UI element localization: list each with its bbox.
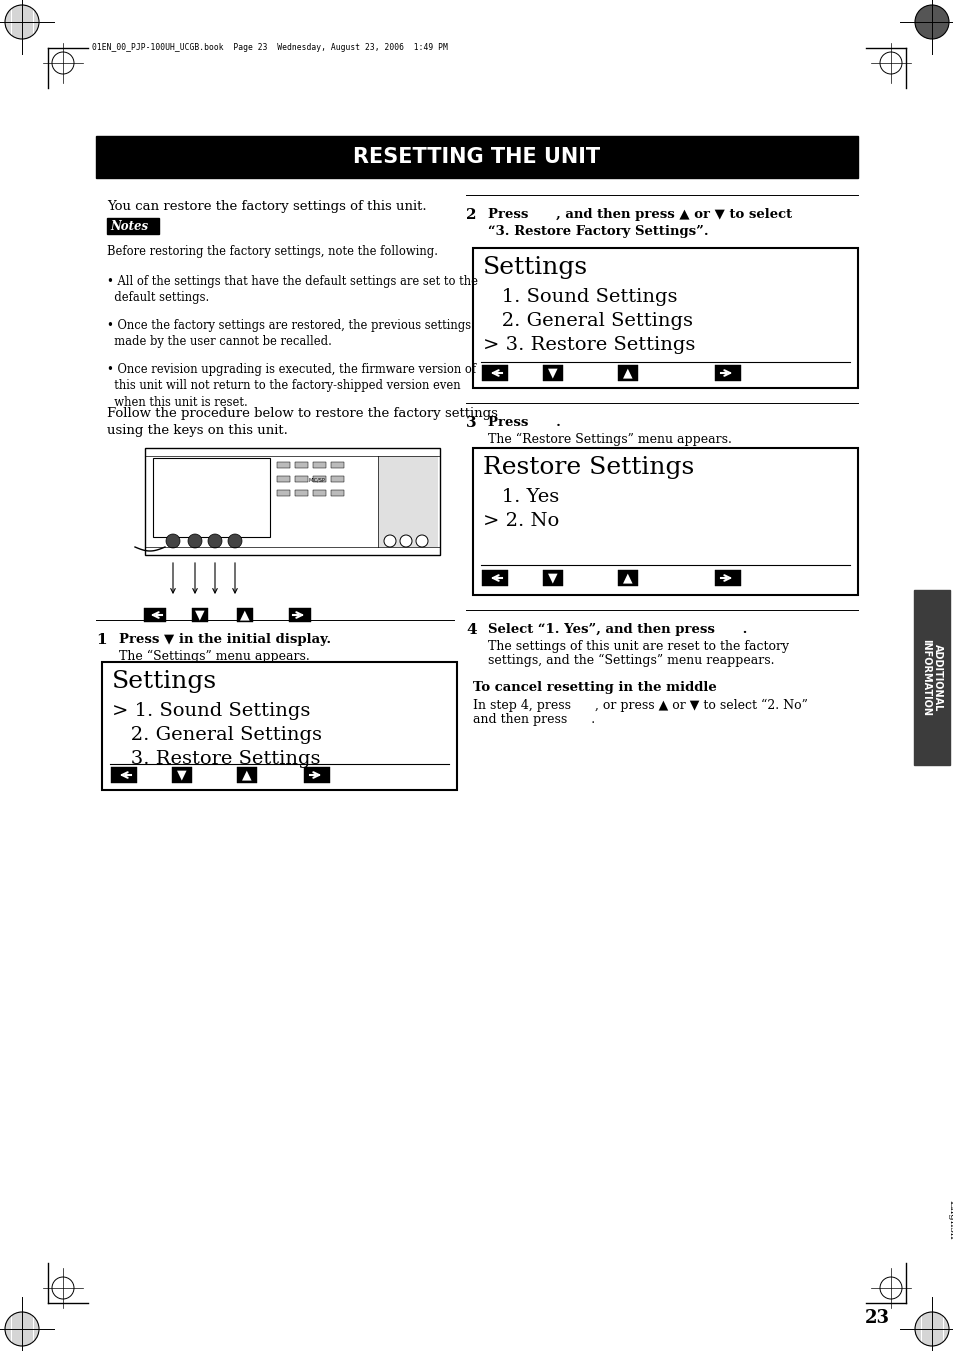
- Circle shape: [188, 534, 202, 549]
- Text: • Once the factory settings are restored, the previous settings
  made by the us: • Once the factory settings are restored…: [107, 319, 471, 349]
- Text: To cancel resetting in the middle: To cancel resetting in the middle: [473, 681, 716, 694]
- Bar: [236, 767, 256, 784]
- Bar: [313, 490, 326, 496]
- Text: Press      , and then press ▲ or ▼ to select: Press , and then press ▲ or ▼ to select: [488, 208, 791, 222]
- Bar: [331, 462, 344, 467]
- Text: Press      .: Press .: [488, 416, 560, 430]
- Text: The “Settings” menu appears.: The “Settings” menu appears.: [119, 650, 310, 663]
- Text: Follow the procedure below to restore the factory settings: Follow the procedure below to restore th…: [107, 407, 497, 420]
- Text: Select “1. Yes”, and then press      .: Select “1. Yes”, and then press .: [488, 623, 746, 636]
- Bar: [192, 608, 208, 621]
- Bar: [172, 767, 192, 784]
- Text: ▲: ▲: [622, 366, 632, 380]
- Text: ▼: ▼: [548, 571, 558, 585]
- Bar: [913, 590, 949, 765]
- Text: using the keys on this unit.: using the keys on this unit.: [107, 424, 288, 436]
- Bar: [542, 365, 562, 381]
- Bar: [294, 462, 308, 467]
- Text: • Once revision upgrading is executed, the firmware version of
  this unit will : • Once revision upgrading is executed, t…: [107, 363, 476, 409]
- Bar: [331, 490, 344, 496]
- Bar: [289, 608, 311, 621]
- Text: > 2. No: > 2. No: [482, 512, 558, 530]
- Text: > 1. Sound Settings: > 1. Sound Settings: [112, 703, 310, 720]
- Text: ADDITIONAL
INFORMATION: ADDITIONAL INFORMATION: [920, 639, 943, 716]
- Text: 3: 3: [465, 416, 476, 430]
- Bar: [102, 662, 456, 790]
- Circle shape: [914, 5, 948, 39]
- Text: The “Restore Settings” menu appears.: The “Restore Settings” menu appears.: [488, 434, 731, 446]
- Text: ▲: ▲: [242, 769, 252, 781]
- Bar: [714, 570, 740, 586]
- Text: ▼: ▼: [195, 608, 205, 621]
- Bar: [304, 767, 330, 784]
- Text: 1. Yes: 1. Yes: [482, 488, 558, 507]
- Bar: [96, 136, 857, 178]
- Bar: [145, 449, 439, 555]
- Text: In step 4, press      , or press ▲ or ▼ to select “2. No”: In step 4, press , or press ▲ or ▼ to se…: [473, 698, 807, 712]
- Bar: [714, 365, 740, 381]
- Circle shape: [228, 534, 242, 549]
- Text: Before restoring the factory settings, note the following.: Before restoring the factory settings, n…: [107, 245, 437, 258]
- Bar: [618, 570, 638, 586]
- Text: • All of the settings that have the default settings are set to the
  default se: • All of the settings that have the defa…: [107, 276, 477, 304]
- Text: 2: 2: [465, 208, 476, 222]
- Bar: [542, 570, 562, 586]
- Text: Notes: Notes: [110, 219, 148, 232]
- Text: “3. Restore Factory Settings”.: “3. Restore Factory Settings”.: [488, 226, 708, 238]
- Text: The settings of this unit are reset to the factory: The settings of this unit are reset to t…: [488, 640, 788, 653]
- Text: RESETTING THE UNIT: RESETTING THE UNIT: [353, 147, 600, 168]
- Bar: [481, 570, 507, 586]
- Bar: [331, 476, 344, 482]
- Bar: [313, 462, 326, 467]
- Text: 01EN_00_PJP-100UH_UCGB.book  Page 23  Wednesday, August 23, 2006  1:49 PM: 01EN_00_PJP-100UH_UCGB.book Page 23 Wedn…: [91, 42, 447, 51]
- Text: Press ▼ in the initial display.: Press ▼ in the initial display.: [119, 634, 331, 646]
- Text: ▼: ▼: [177, 769, 187, 781]
- Text: Settings: Settings: [482, 255, 587, 280]
- Bar: [107, 218, 159, 234]
- Text: ▲: ▲: [622, 571, 632, 585]
- Text: 23: 23: [863, 1309, 888, 1327]
- Text: MIC/SP: MIC/SP: [309, 478, 325, 484]
- Bar: [377, 457, 437, 547]
- Text: You can restore the factory settings of this unit.: You can restore the factory settings of …: [107, 200, 426, 213]
- Bar: [294, 490, 308, 496]
- Bar: [236, 608, 253, 621]
- Bar: [276, 490, 290, 496]
- Circle shape: [384, 535, 395, 547]
- Text: 1. Sound Settings: 1. Sound Settings: [482, 288, 677, 305]
- Bar: [473, 449, 857, 594]
- Text: ▲: ▲: [240, 608, 250, 621]
- Text: English: English: [946, 1200, 953, 1240]
- Text: Settings: Settings: [112, 670, 217, 693]
- Text: 4: 4: [465, 623, 476, 638]
- Text: 2. General Settings: 2. General Settings: [482, 312, 692, 330]
- Bar: [473, 249, 857, 388]
- Circle shape: [166, 534, 180, 549]
- Bar: [152, 458, 270, 536]
- Bar: [276, 462, 290, 467]
- Text: 2. General Settings: 2. General Settings: [112, 725, 322, 744]
- Circle shape: [416, 535, 428, 547]
- Bar: [144, 608, 166, 621]
- Circle shape: [208, 534, 222, 549]
- Text: settings, and the “Settings” menu reappears.: settings, and the “Settings” menu reappe…: [488, 654, 774, 667]
- Text: 3. Restore Settings: 3. Restore Settings: [112, 750, 320, 767]
- Bar: [111, 767, 137, 784]
- Bar: [294, 476, 308, 482]
- Bar: [276, 476, 290, 482]
- Circle shape: [399, 535, 412, 547]
- Text: ▼: ▼: [548, 366, 558, 380]
- Bar: [313, 476, 326, 482]
- Bar: [618, 365, 638, 381]
- Text: 1: 1: [96, 634, 107, 647]
- Text: Restore Settings: Restore Settings: [482, 457, 694, 480]
- Text: and then press      .: and then press .: [473, 713, 595, 725]
- Text: > 3. Restore Settings: > 3. Restore Settings: [482, 336, 695, 354]
- Bar: [481, 365, 507, 381]
